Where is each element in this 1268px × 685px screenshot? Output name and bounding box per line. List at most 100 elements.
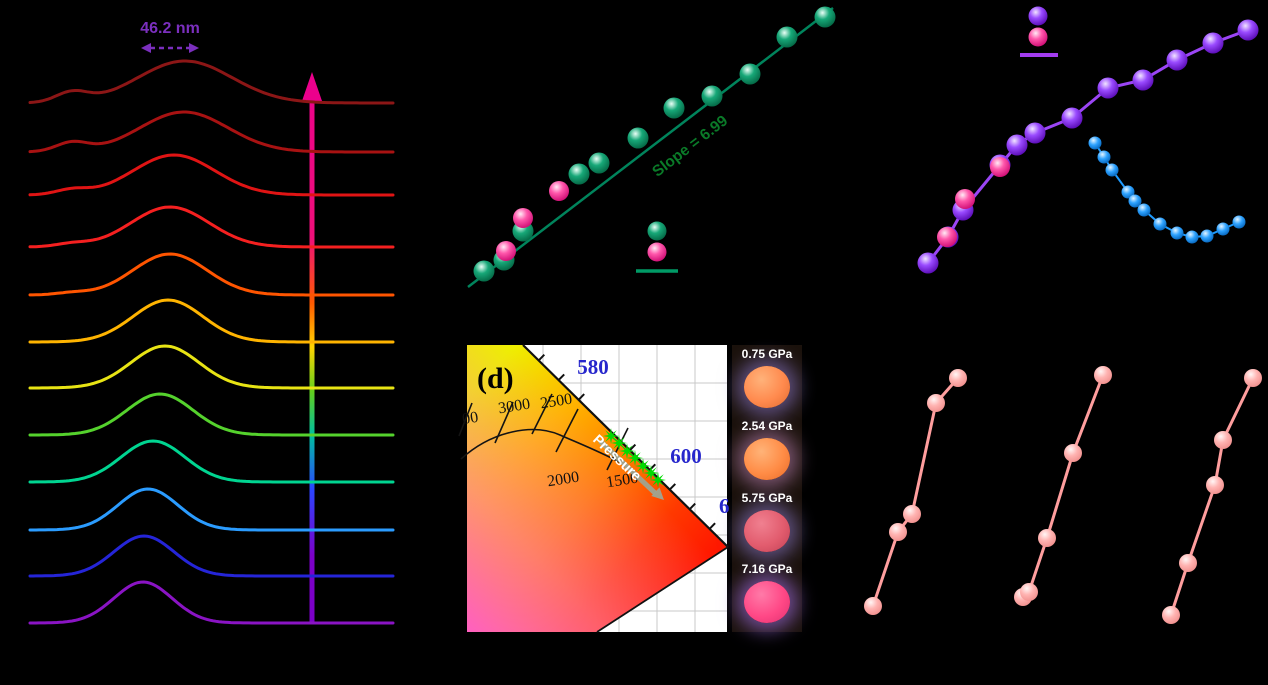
purple-data-point: [917, 252, 939, 274]
blue-data-point: [1097, 150, 1111, 164]
pressure-photo-strip: 0.75 GPa 2.54 GPa 5.75 GPa 7.16 GPa: [732, 345, 802, 632]
pressure-photo-cell: 0.75 GPa: [732, 345, 802, 417]
spectrum-curve: [28, 344, 395, 390]
spectrum-curve: [28, 153, 395, 197]
pressure-photo-cell: 7.16 GPa: [732, 560, 802, 632]
cie-purple-line: [596, 546, 729, 633]
luminescence-photo: [744, 509, 790, 552]
green-data-point: [701, 85, 723, 107]
panel-e-scatter: [864, 366, 1262, 624]
blue-data-point: [1185, 230, 1199, 244]
salmon-data-point: [1179, 554, 1197, 572]
cie-iso-temperature-ticks: [458, 393, 629, 471]
cie-wavelength-600: 600: [670, 444, 702, 468]
spectrum-curve: [28, 439, 395, 484]
salmon-data-point: [1094, 366, 1112, 384]
blue-data-point: [1216, 222, 1230, 236]
cie-temp-1500: 1500: [605, 470, 639, 492]
pressure-photo-cell: 5.75 GPa: [732, 489, 802, 561]
salmon-data-point: [1162, 606, 1180, 624]
luminescence-photo: [744, 437, 790, 480]
green-data-point: [814, 6, 836, 28]
purple-data-point: [1024, 122, 1046, 144]
panel-b-legend: [636, 221, 678, 273]
green-data-point: [663, 97, 685, 119]
blue-data-point: [1170, 226, 1184, 240]
spectrum-curve: [28, 252, 395, 297]
pink-data-point: [496, 241, 516, 261]
pressure-photo-cell: 2.54 GPa: [732, 417, 802, 489]
panel-c-scatter: [917, 6, 1259, 274]
luminescence-photo: [744, 366, 790, 408]
cie-spectral-locus: [522, 344, 729, 548]
cie-star-markers: [603, 428, 666, 488]
arrow-left-icon: [141, 43, 151, 53]
spectrum-curve: [28, 534, 395, 578]
green-data-point: [739, 63, 761, 85]
salmon-data-point: [1214, 431, 1232, 449]
purple-series-line: [926, 28, 1249, 264]
blue-data-point: [1153, 217, 1167, 231]
blue-series-line: [1094, 142, 1240, 239]
cie-temp-3000: 3000: [497, 396, 531, 418]
green-data-point: [776, 26, 798, 48]
blue-data-point: [1137, 203, 1151, 217]
spectrum-curve: [28, 110, 395, 154]
panel-b-scatter: Slope = 6.99: [467, 6, 836, 288]
spectrum-curve: [28, 392, 395, 437]
panel-c-legend: [1020, 6, 1058, 57]
pressure-arrow-head-icon: [302, 72, 322, 101]
cie-wavelength-580: 580: [577, 355, 609, 379]
blue-data-point: [1121, 185, 1135, 199]
salmon-data-point: [949, 369, 967, 387]
blue-data-point: [1128, 194, 1142, 208]
legend-pink-sphere-icon: [647, 242, 667, 262]
star-icon: [619, 443, 635, 459]
cie-temp-2500: 2500: [539, 391, 573, 413]
legend-pink-sphere-icon: [1028, 27, 1048, 47]
salmon-data-point: [864, 597, 882, 615]
green-data-point: [588, 152, 610, 174]
green-data-point: [627, 127, 649, 149]
pink-data-point: [955, 189, 975, 209]
pink-data-point: [937, 227, 957, 247]
purple-data-point: [1061, 107, 1083, 129]
blue-data-point: [1232, 215, 1246, 229]
spectrum-curve: [28, 59, 395, 105]
pressure-photo-label: 0.75 GPa: [741, 347, 793, 361]
star-icon: [603, 428, 619, 444]
blue-data-point: [1200, 229, 1214, 243]
legend-purple-sphere-icon: [1028, 6, 1048, 26]
star-icon: [650, 472, 666, 488]
salmon-data-point: [1244, 369, 1262, 387]
green-data-point: [473, 260, 495, 282]
spectrum-curve: [28, 580, 395, 625]
luminescence-photo: [744, 581, 790, 624]
cie-temp-3500-partial: 00: [461, 409, 479, 428]
green-data-point: [568, 163, 590, 185]
blue-data-point: [1105, 163, 1119, 177]
salmon-data-point: [1064, 444, 1082, 462]
panel-a-spectra: 46.2 nm: [28, 14, 395, 630]
trend-line: [467, 7, 834, 288]
star-icon: [635, 458, 651, 474]
cie-pressure-arrow-head-icon: [651, 487, 664, 500]
spectrum-curve: [28, 487, 395, 532]
pink-data-point: [513, 208, 533, 228]
cie-pink-overlay: [467, 345, 728, 632]
purple-data-point: [1202, 32, 1224, 54]
salmon-data-point: [889, 523, 907, 541]
salmon-series-line: [871, 377, 960, 607]
purple-data-point: [1097, 77, 1119, 99]
pink-data-point: [990, 157, 1010, 177]
salmon-data-point: [1038, 529, 1056, 547]
panel-d-label: (d): [477, 362, 514, 395]
arrow-right-icon: [189, 43, 199, 53]
pressure-photo-label: 2.54 GPa: [741, 418, 793, 433]
salmon-data-point: [927, 394, 945, 412]
legend-green-sphere-icon: [647, 221, 667, 241]
salmon-series-line: [1169, 377, 1255, 616]
spectrum-curve: [28, 298, 395, 344]
